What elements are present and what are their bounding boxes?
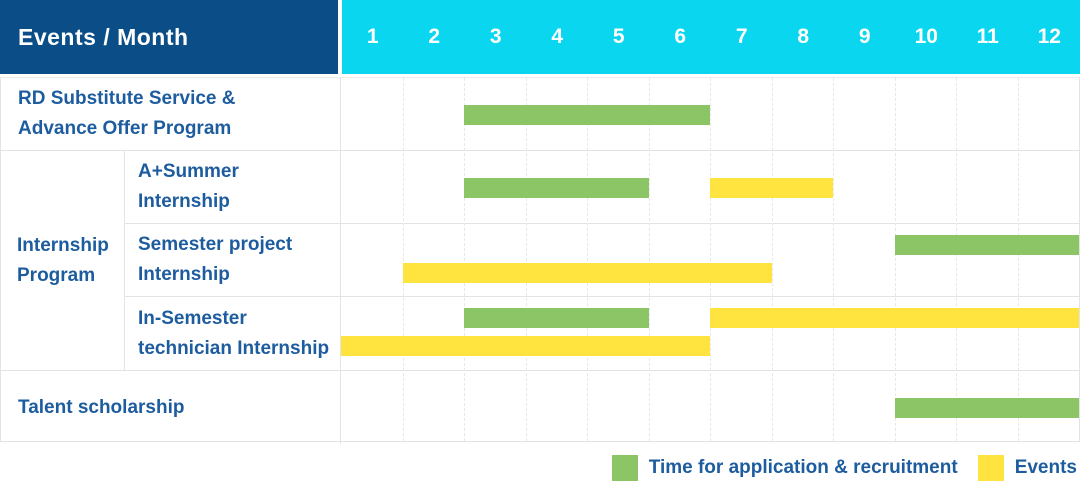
legend-label-events: Events xyxy=(1014,457,1077,478)
table-subrow: A+Summer Internship xyxy=(125,151,1079,224)
gantt-track xyxy=(341,78,1079,150)
month-header-4: 4 xyxy=(551,25,564,48)
header-divider xyxy=(338,0,342,74)
month-header-10: 10 xyxy=(914,25,938,48)
gantt-bar-events xyxy=(341,336,710,356)
month-header-2: 2 xyxy=(428,25,441,48)
gantt-track xyxy=(341,151,1079,223)
month-header-5: 5 xyxy=(612,25,625,48)
subrow-label: In-Semester technician Internship xyxy=(125,297,341,370)
gantt-track xyxy=(341,224,1079,296)
table-subrow: Semester project Internship xyxy=(125,224,1079,297)
legend-label-application: Time for application & recruitment xyxy=(648,457,958,478)
month-header-7: 7 xyxy=(735,25,748,48)
gantt-track xyxy=(341,371,1079,444)
gantt-bar-application xyxy=(464,308,649,328)
month-header-8: 8 xyxy=(797,25,810,48)
month-header-6: 6 xyxy=(674,25,687,48)
rows-container: RD Substitute Service & Advance Offer Pr… xyxy=(1,78,1079,444)
table-subrow: In-Semester technician Internship xyxy=(125,297,1079,370)
group-section-internship-program: Internship Program A+Summer Internship Sem… xyxy=(1,151,1079,371)
gantt-bar-events xyxy=(710,178,833,198)
legend-item-application: Time for application & recruitment xyxy=(611,455,958,481)
group-subrows: A+Summer Internship Semester project Inte… xyxy=(125,151,1079,370)
month-header-9: 9 xyxy=(858,25,871,48)
header-title: Events / Month xyxy=(18,23,189,50)
gantt-bar-application xyxy=(464,178,649,198)
gantt-bar-events xyxy=(402,263,772,283)
month-header-11: 11 xyxy=(976,25,999,48)
gantt-bar-application xyxy=(464,105,710,125)
subrow-label: Semester project Internship xyxy=(125,224,341,296)
month-header-1: 1 xyxy=(366,25,379,48)
table-body: RD Substitute Service & Advance Offer Pr… xyxy=(0,77,1080,444)
gantt-bar-application xyxy=(894,398,1079,418)
row-label: RD Substitute Service & Advance Offer Pr… xyxy=(1,78,341,150)
header-title-cell: Events / Month xyxy=(0,0,338,74)
month-header-12: 12 xyxy=(1037,25,1061,48)
gantt-bar-events xyxy=(710,308,1079,328)
month-header-cells: 1 2 3 4 5 6 7 8 9 10 11 12 xyxy=(342,0,1080,74)
legend-item-events: Events xyxy=(977,455,1077,481)
legend-swatch-yellow xyxy=(977,455,1004,481)
group-label: Internship Program xyxy=(1,151,125,370)
gantt-bar-application xyxy=(894,235,1079,255)
subrow-label: A+Summer Internship xyxy=(125,151,341,223)
table-row: RD Substitute Service & Advance Offer Pr… xyxy=(1,78,1079,151)
gantt-track xyxy=(341,297,1079,370)
table-header: Events / Month 1 2 3 4 5 6 7 8 9 10 11 12 xyxy=(0,0,1080,74)
legend-swatch-green xyxy=(611,455,638,481)
row-label: Talent scholarship xyxy=(1,371,341,444)
month-header-3: 3 xyxy=(489,25,502,48)
table-row: Talent scholarship xyxy=(1,371,1079,444)
legend: Time for application & recruitment Event… xyxy=(0,442,1080,494)
